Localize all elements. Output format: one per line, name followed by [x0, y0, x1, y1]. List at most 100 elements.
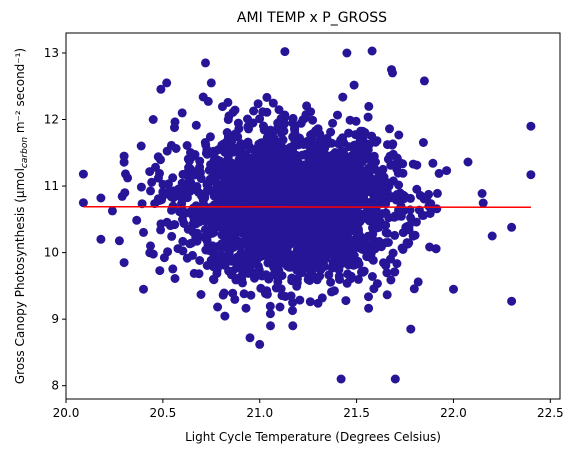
data-point	[194, 187, 203, 197]
data-point	[398, 159, 408, 169]
outlier-point	[507, 296, 517, 306]
data-point	[342, 278, 352, 288]
data-point	[388, 248, 398, 258]
data-point	[434, 168, 444, 178]
data-point	[286, 196, 296, 206]
data-point	[397, 243, 407, 253]
data-point	[387, 140, 397, 150]
data-point	[287, 276, 297, 286]
data-point	[239, 259, 249, 269]
x-axis: 20.0 20.5 21.0 21.5 22.0 22.5	[53, 399, 564, 420]
data-point	[371, 195, 381, 205]
data-point	[262, 289, 272, 299]
data-point	[353, 274, 363, 284]
outlier-point	[162, 78, 172, 88]
data-point	[198, 92, 208, 102]
data-point	[367, 272, 377, 281]
data-point	[299, 260, 309, 270]
data-point	[315, 181, 325, 191]
data-point	[360, 238, 370, 248]
data-point	[327, 233, 337, 243]
data-point	[281, 187, 291, 196]
data-point	[351, 116, 361, 126]
data-point	[381, 228, 391, 238]
outlier-point	[406, 324, 416, 334]
data-point	[308, 115, 318, 125]
data-point	[329, 286, 339, 296]
data-point	[184, 163, 194, 172]
data-point	[312, 275, 322, 285]
data-point	[359, 192, 369, 202]
data-point	[340, 220, 350, 230]
data-point	[220, 311, 230, 321]
data-point	[220, 260, 230, 270]
data-point	[224, 142, 233, 152]
data-point	[404, 221, 414, 231]
data-point	[412, 184, 422, 194]
data-point	[239, 289, 249, 299]
data-point	[271, 283, 281, 293]
data-point	[265, 160, 274, 170]
data-point	[369, 151, 379, 161]
data-point	[308, 259, 318, 269]
data-point	[107, 206, 117, 216]
data-point	[350, 130, 360, 140]
data-point	[184, 156, 194, 166]
data-point	[224, 243, 234, 253]
data-point	[328, 118, 338, 128]
data-point	[191, 120, 201, 130]
data-point	[145, 248, 155, 258]
chart-title: AMI TEMP x P_GROSS	[237, 10, 387, 26]
data-point	[198, 205, 208, 215]
data-point	[276, 163, 286, 173]
data-point	[274, 175, 284, 185]
data-point	[366, 249, 376, 259]
data-point	[338, 147, 348, 157]
data-point	[274, 234, 284, 244]
y-tick-label: 11	[44, 179, 59, 193]
data-point	[422, 192, 432, 202]
data-point	[195, 156, 205, 166]
data-point	[177, 194, 187, 204]
data-point	[252, 217, 262, 227]
data-point	[185, 207, 195, 217]
data-point	[428, 158, 438, 168]
data-point	[266, 321, 275, 331]
data-point	[306, 155, 316, 165]
data-point	[190, 170, 200, 180]
data-point	[237, 271, 247, 280]
outlier-point	[245, 333, 255, 343]
data-point	[288, 113, 298, 123]
data-point	[382, 290, 392, 300]
data-point	[324, 190, 334, 200]
data-point	[337, 158, 347, 168]
data-point	[265, 125, 275, 135]
data-point	[317, 225, 327, 235]
data-point	[305, 297, 315, 307]
data-point	[381, 199, 391, 209]
data-point	[272, 186, 282, 196]
data-point	[285, 219, 295, 229]
data-point	[335, 275, 344, 284]
data-point	[170, 274, 180, 283]
y-tick-label: 13	[44, 46, 59, 60]
data-point	[228, 107, 238, 117]
data-point	[249, 106, 259, 116]
x-tick-label: 20.5	[150, 406, 177, 420]
data-point	[237, 221, 247, 231]
data-point	[324, 270, 334, 280]
data-point	[178, 246, 188, 256]
data-point	[243, 183, 253, 193]
data-point	[400, 192, 410, 201]
data-point	[195, 256, 205, 265]
data-point	[158, 179, 168, 189]
data-point	[290, 124, 300, 134]
data-point	[364, 101, 374, 111]
data-point	[386, 275, 396, 285]
data-point	[226, 187, 236, 197]
data-point	[349, 80, 359, 90]
y-axis-label: Gross Canopy Photosynthesis (μmolcarbon …	[13, 48, 30, 384]
data-point	[209, 227, 219, 237]
data-point	[394, 130, 404, 140]
data-point	[253, 162, 263, 171]
